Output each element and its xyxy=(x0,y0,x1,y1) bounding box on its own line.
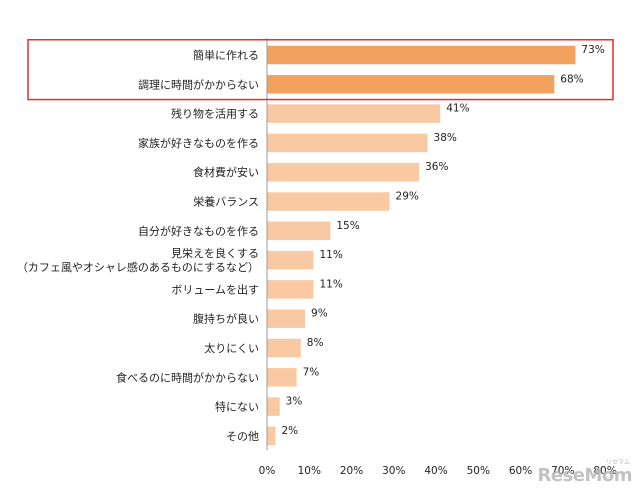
category-label-7-line-1: （カフェ風やオシャレ感のあるものにするなど） xyxy=(17,261,259,274)
x-tick-label-5: 50% xyxy=(467,465,490,477)
bar-9 xyxy=(267,309,306,328)
x-tick-label-8: 80% xyxy=(593,465,616,477)
category-label-1: 調理に時間がかからない xyxy=(138,77,259,91)
x-tick-label-3: 30% xyxy=(382,465,405,477)
value-label-8: 11% xyxy=(319,278,342,290)
bar-3 xyxy=(267,133,428,153)
bar-5 xyxy=(267,192,390,211)
highlight-box xyxy=(27,39,614,101)
category-label-4: 食材費が安い xyxy=(193,165,259,179)
bar-12 xyxy=(267,397,280,416)
bar-7 xyxy=(267,250,314,270)
category-label-9: 腹持ちが良い xyxy=(193,312,259,326)
value-label-7: 11% xyxy=(319,249,342,261)
x-tick-label-6: 60% xyxy=(509,465,532,477)
bar-8 xyxy=(267,280,314,299)
value-label-4: 36% xyxy=(425,161,448,173)
category-label-0: 簡単に作れる xyxy=(193,48,259,62)
value-label-9: 9% xyxy=(311,308,328,320)
value-label-1: 68% xyxy=(560,73,583,85)
x-tick-label-2: 20% xyxy=(340,465,363,477)
value-label-0: 73% xyxy=(581,44,604,56)
category-label-8: ボリュームを出す xyxy=(171,282,259,296)
category-label-10: 太りにくい xyxy=(204,342,259,355)
bar-6 xyxy=(267,221,331,241)
category-label-12: 特にない xyxy=(215,400,259,414)
watermark-ruby: リセマム xyxy=(605,459,630,466)
bar-4 xyxy=(267,162,420,182)
x-tick-label-1: 10% xyxy=(298,465,321,477)
category-label-2: 残り物を活用する xyxy=(171,107,259,121)
bar-2 xyxy=(267,104,441,123)
x-tick-label-4: 40% xyxy=(424,465,447,477)
value-label-11: 7% xyxy=(303,366,320,378)
x-tick-label-7: 70% xyxy=(551,465,574,477)
value-label-5: 29% xyxy=(396,191,419,203)
category-label-5: 栄養バランス xyxy=(193,195,259,209)
value-label-12: 3% xyxy=(286,396,303,408)
category-label-13: その他 xyxy=(226,430,259,443)
bar-13 xyxy=(267,426,276,446)
category-label-6: 自分が好きなものを作る xyxy=(138,224,259,238)
category-label-3: 家族が好きなものを作る xyxy=(138,136,259,150)
value-label-10: 8% xyxy=(307,337,324,349)
bar-11 xyxy=(267,368,297,387)
category-label-7-line-0: 見栄えを良くする xyxy=(171,246,259,260)
watermark-logo: ReseMom xyxy=(537,465,632,486)
value-label-13: 2% xyxy=(281,425,298,437)
category-label-11: 食べるのに時間がかからない xyxy=(116,370,259,384)
value-label-2: 41% xyxy=(446,103,469,115)
bar-1 xyxy=(267,75,555,94)
x-tick-label-0: 0% xyxy=(259,465,276,477)
value-label-6: 15% xyxy=(336,220,359,232)
bar-0 xyxy=(267,45,576,65)
value-label-3: 38% xyxy=(434,132,457,144)
bar-10 xyxy=(267,338,301,358)
